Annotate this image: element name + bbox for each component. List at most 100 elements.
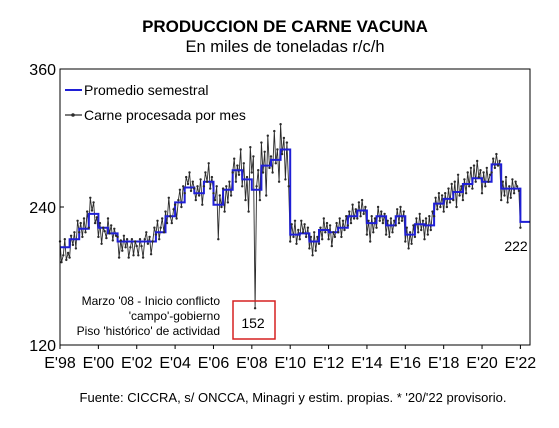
data-point [376,205,380,209]
data-point [399,205,402,209]
data-point [439,205,442,209]
data-point [93,221,97,225]
data-point [273,129,276,133]
data-point [306,226,310,229]
data-point [345,215,348,218]
data-point [325,221,329,225]
data-point [245,175,249,179]
data-point [432,215,436,218]
data-point [253,307,257,310]
data-point [360,198,364,202]
data-point [191,180,194,183]
data-point [127,256,130,259]
chart-footer: Fuente: CICCRA, s/ ONCCA, Minagri y esti… [80,390,507,405]
data-point [428,215,431,218]
data-point [62,254,65,257]
data-point [365,233,369,236]
data-point [135,244,138,248]
data-point [244,198,247,202]
data-point [183,192,186,195]
data-point [445,205,449,209]
data-point [466,171,469,174]
data-point [249,146,252,149]
x-tick-label: E'18 [428,355,460,372]
data-point [194,198,197,202]
data-point [149,253,153,256]
data-point [263,150,266,153]
data-point [308,247,311,250]
data-point [145,231,148,234]
data-point [301,231,305,234]
chart-title: PRODUCCION DE CARNE VACUNA [142,17,428,36]
y-tick-label: 360 [29,62,56,79]
annotation-line-1: Marzo '08 - Inicio conflicto [82,294,221,308]
data-point [60,261,63,264]
data-point [330,244,333,248]
data-point [303,223,306,226]
data-point [421,219,425,222]
data-point [367,219,370,222]
data-point [196,185,199,188]
data-point [138,238,142,241]
data-point [186,182,190,186]
y-tick-label: 120 [29,338,56,355]
data-point [284,178,287,181]
data-point [351,203,354,206]
data-point [300,219,303,222]
data-point [476,159,479,163]
data-point [450,182,453,186]
data-point [313,231,316,234]
data-point [221,187,225,190]
data-point [241,185,244,188]
data-point [480,192,484,195]
data-point [153,226,156,229]
data-point [108,232,111,235]
data-point [426,233,429,236]
data-point [464,192,468,195]
data-point [121,249,124,252]
data-point [389,217,393,220]
data-point [362,212,365,216]
data-point [215,185,218,188]
data-point [463,178,466,181]
data-point [269,155,273,158]
data-point [97,235,100,239]
data-point [158,238,161,241]
data-point [103,230,106,233]
data-point [511,178,514,181]
data-point [237,173,241,176]
data-point [309,235,313,239]
data-point [328,224,332,227]
data-point [484,185,487,188]
data-point [197,194,201,197]
annotation-line-3: Piso 'histórico' de actividad [77,324,220,338]
data-point [420,228,423,232]
y-axis-ticks: 120 240 360 [29,62,64,355]
legend-label-carne: Carne procesada por mes [84,107,246,123]
legend-label-promedio: Promedio semestral [84,82,209,98]
annotation-152-label: 152 [241,315,265,331]
data-point [68,256,71,259]
data-point [405,226,408,229]
x-tick-label: E'02 [121,355,153,372]
data-point [407,247,410,250]
data-point [506,201,509,204]
data-point [359,215,362,218]
data-point [189,189,193,193]
data-point [193,187,196,190]
data-point [205,180,209,183]
data-point [354,208,357,211]
data-point [495,152,498,156]
data-point [140,244,143,248]
data-point [394,224,397,227]
data-point [87,226,91,229]
data-point [384,233,388,236]
data-point [324,231,327,234]
data-point [372,231,375,234]
data-point [297,228,300,232]
series-layer [59,124,530,309]
data-point [444,192,447,195]
data-point [132,254,135,257]
data-point [316,235,319,239]
data-point [209,187,212,190]
